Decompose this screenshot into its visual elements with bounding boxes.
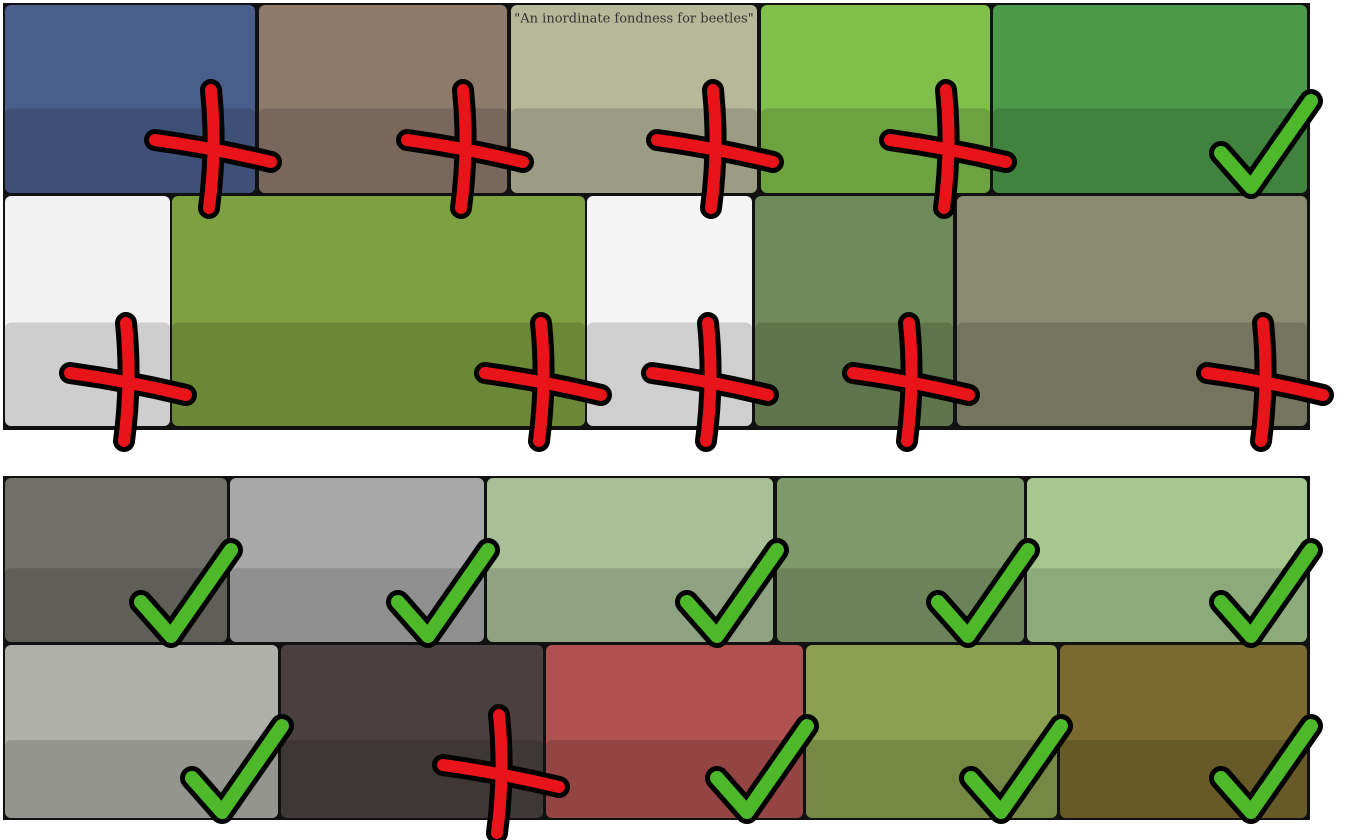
page: "An inordinate fondness for beetles" (()… [0,0,1348,840]
image-grid: "An inordinate fondness for beetles" [0,0,1348,840]
photo-caption: "An inordinate fondness for beetles" [514,12,753,27]
